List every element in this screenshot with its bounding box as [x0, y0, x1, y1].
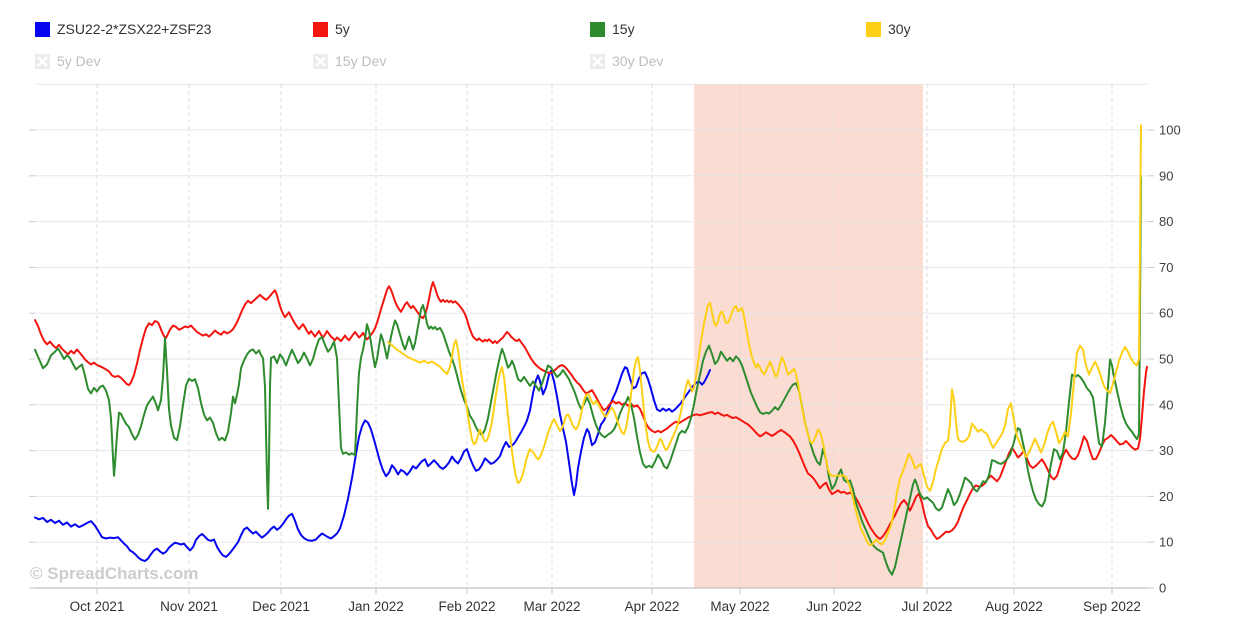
- x-axis-label: Mar 2022: [523, 599, 580, 614]
- legend-label: 15y: [612, 21, 635, 37]
- watermark: © SpreadCharts.com: [30, 564, 198, 583]
- x-axis-label: Jan 2022: [348, 599, 404, 614]
- legend-item-5y[interactable]: 5y: [313, 21, 350, 38]
- legend-item-5y-dev[interactable]: 5y Dev: [35, 53, 101, 70]
- legend-swatch-icon: [590, 22, 605, 37]
- legend-swatch-icon: [35, 22, 50, 37]
- y-axis-label: 60: [1159, 306, 1173, 321]
- legend-row-series: ZSU22-2*ZSX22+ZSF23 5y 15y 30y: [0, 21, 1234, 38]
- series-line-5y: [34, 281, 1148, 540]
- x-axis-label: Aug 2022: [985, 599, 1043, 614]
- highlight-band: [694, 84, 923, 588]
- legend-label: ZSU22-2*ZSX22+ZSF23: [57, 21, 212, 37]
- legend-swatch-icon: [313, 22, 328, 37]
- checkbox-crossed-icon: [313, 54, 328, 69]
- x-axis-label: May 2022: [710, 599, 769, 614]
- y-axis-label: 30: [1159, 443, 1173, 458]
- x-axis-label: Sep 2022: [1083, 599, 1141, 614]
- legend-label: 5y: [335, 21, 350, 37]
- x-axis-label: Oct 2021: [70, 599, 125, 614]
- legend-item-30y[interactable]: 30y: [866, 21, 911, 38]
- legend-label: 15y Dev: [335, 53, 387, 69]
- y-axis-label: 20: [1159, 489, 1173, 504]
- y-axis-label: 0: [1159, 581, 1166, 596]
- chart-legend: ZSU22-2*ZSX22+ZSF23 5y 15y 30y 5y Dev 15y De…: [0, 0, 1234, 80]
- x-axis-label: Jun 2022: [806, 599, 862, 614]
- series-line-15y: [34, 176, 1142, 576]
- x-axis-label: Apr 2022: [625, 599, 680, 614]
- y-axis-label: 10: [1159, 535, 1173, 550]
- series-line-30y: [387, 124, 1142, 547]
- y-axis-label: 50: [1159, 352, 1173, 367]
- legend-item-15y[interactable]: 15y: [590, 21, 635, 38]
- legend-item-zsu22-2-zsx22-zsf23[interactable]: ZSU22-2*ZSX22+ZSF23: [35, 21, 211, 38]
- legend-label: 30y Dev: [612, 53, 664, 69]
- legend-label: 30y: [888, 21, 911, 37]
- legend-row-deviation: 5y Dev 15y Dev 30y Dev: [0, 53, 1234, 70]
- y-axis-label: 90: [1159, 168, 1173, 183]
- legend-swatch-icon: [866, 22, 881, 37]
- legend-item-15y-dev[interactable]: 15y Dev: [313, 53, 386, 70]
- x-axis-label: Jul 2022: [901, 599, 952, 614]
- legend-item-30y-dev[interactable]: 30y Dev: [590, 53, 663, 70]
- checkbox-crossed-icon: [590, 54, 605, 69]
- y-axis-label: 40: [1159, 397, 1173, 412]
- series-line-zsu22-2-zsx22-zsf23: [34, 366, 711, 562]
- y-axis-label: 80: [1159, 214, 1173, 229]
- checkbox-crossed-icon: [35, 54, 50, 69]
- y-axis-label: 100: [1159, 123, 1181, 138]
- x-axis-label: Feb 2022: [438, 599, 495, 614]
- x-axis-label: Nov 2021: [160, 599, 218, 614]
- x-axis-label: Dec 2021: [252, 599, 310, 614]
- legend-label: 5y Dev: [57, 53, 101, 69]
- y-axis-label: 70: [1159, 260, 1173, 275]
